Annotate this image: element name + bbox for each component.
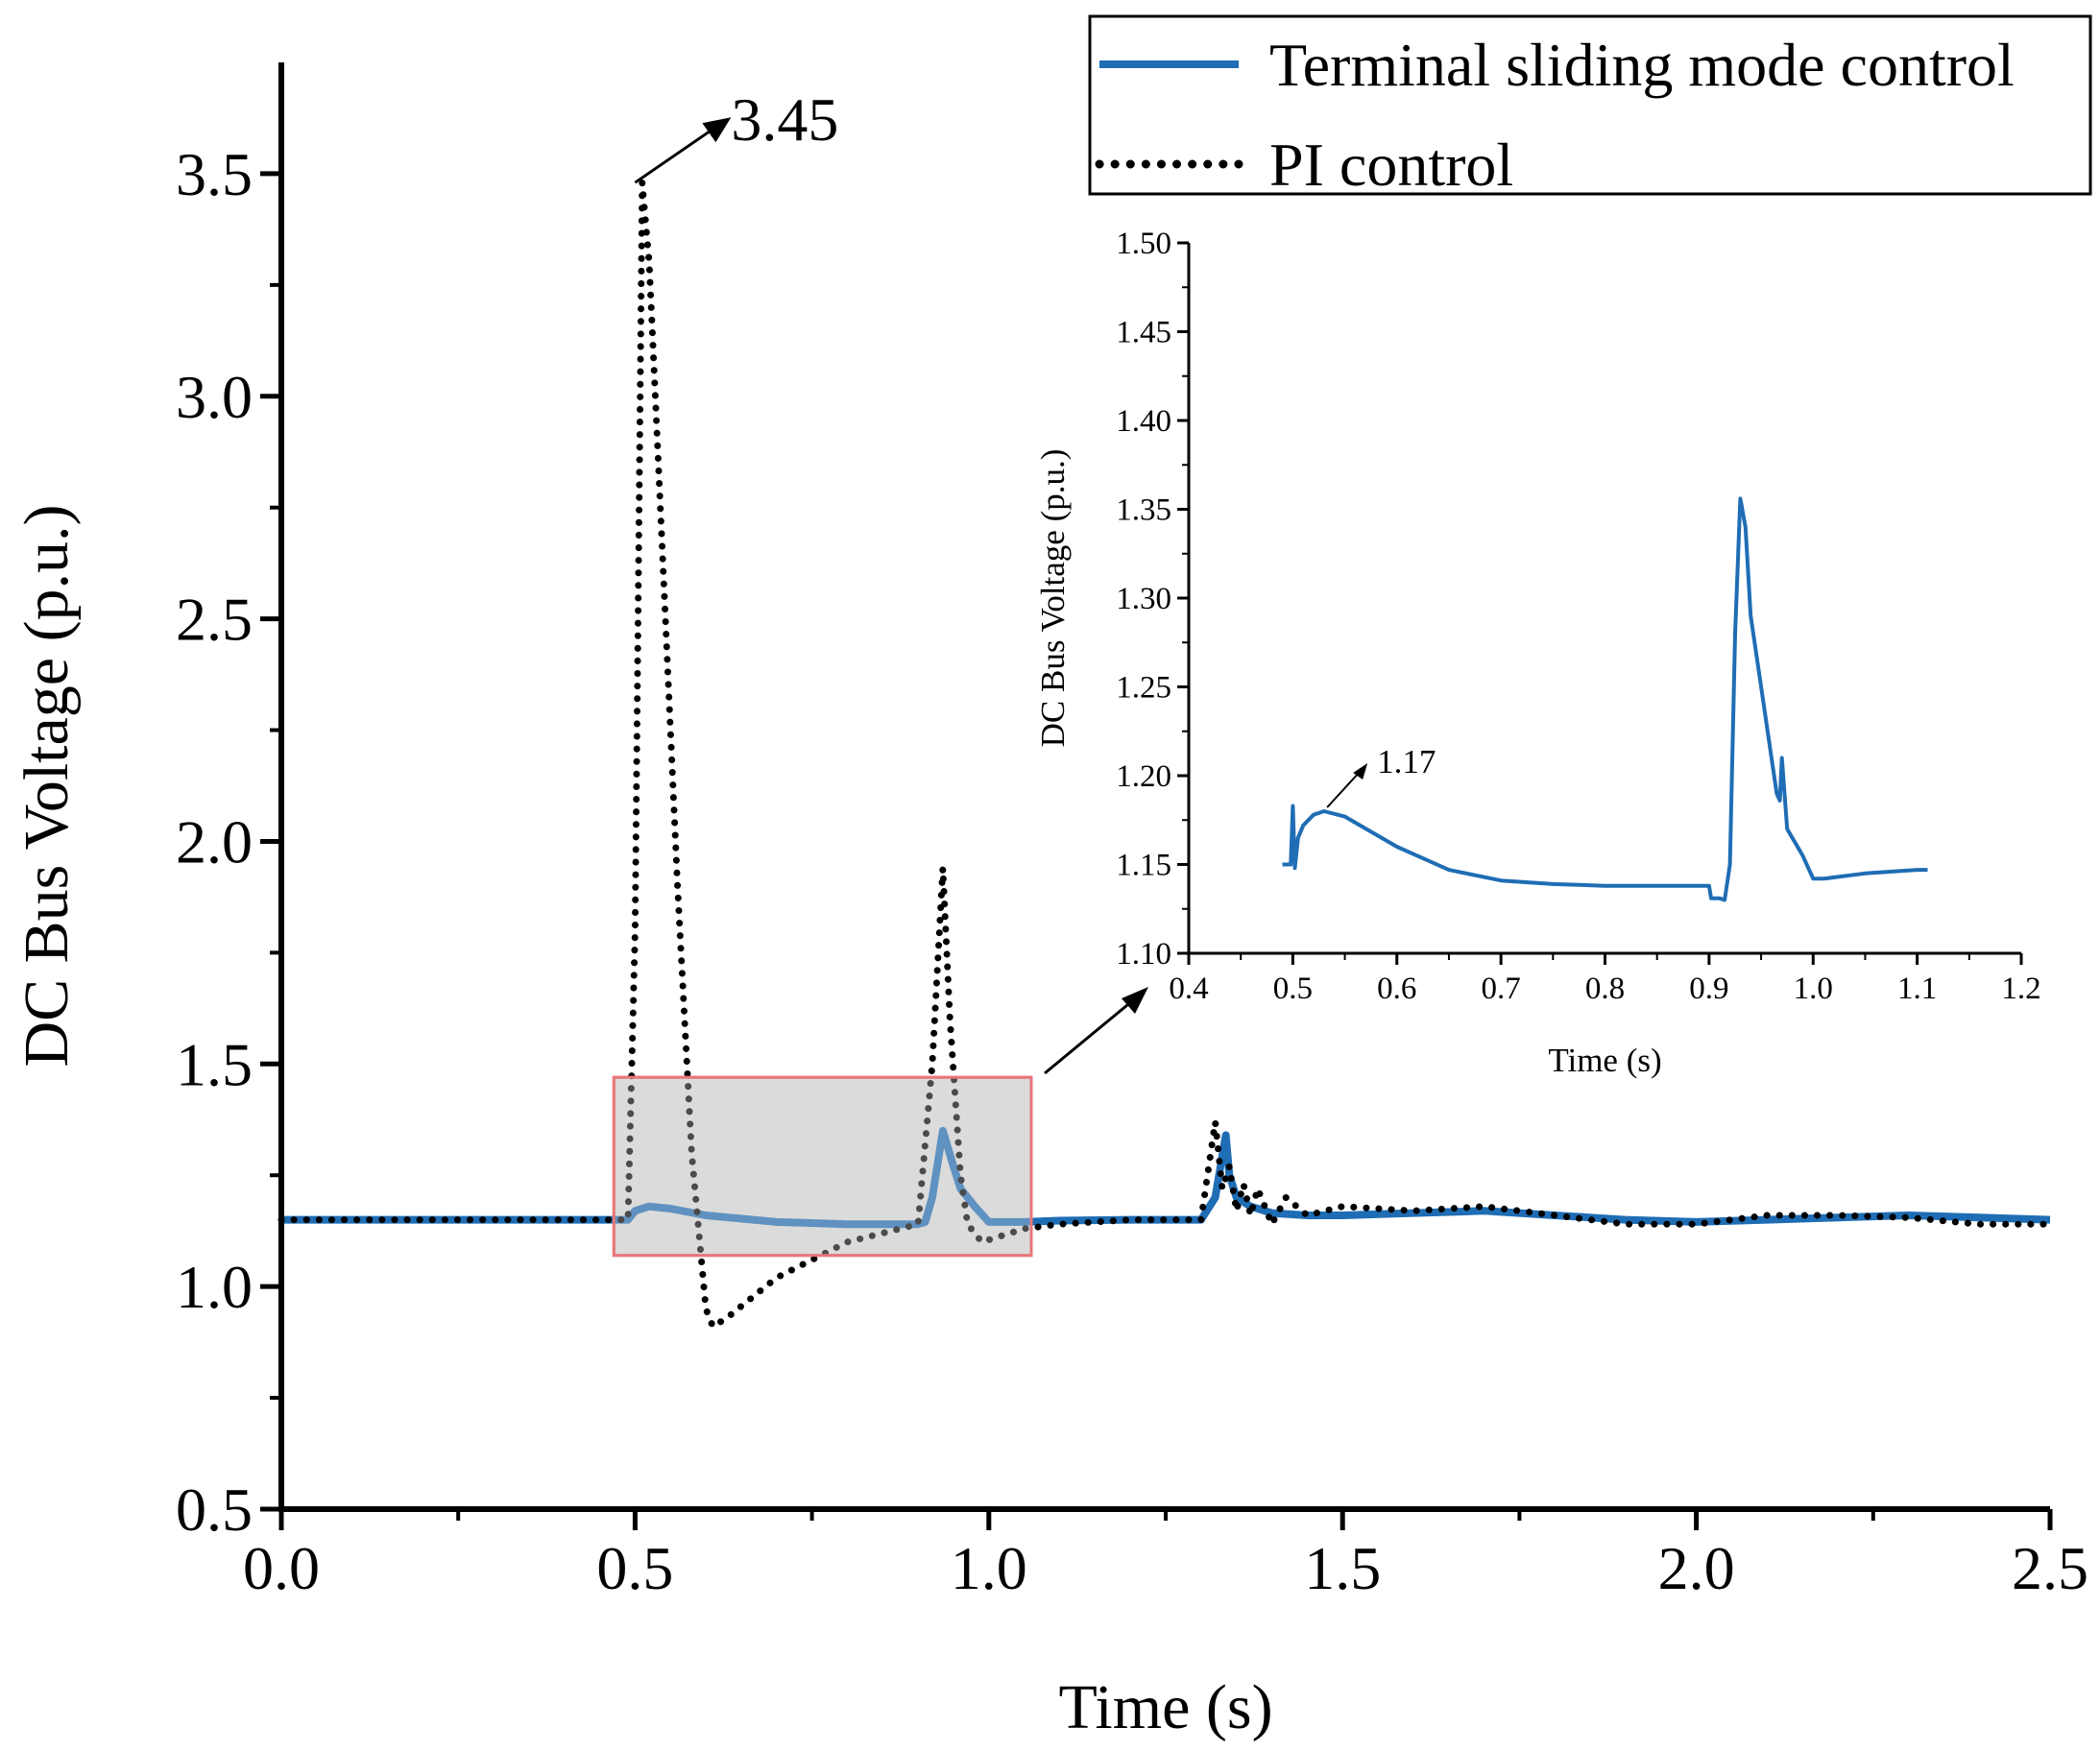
x-tick-label: 2.0: [1658, 1534, 1735, 1602]
inset-annotation-label: 1.17: [1377, 743, 1436, 780]
y-axis-label: DC Bus Voltage (p.u.): [12, 504, 82, 1067]
main-annotation: 3.45: [634, 85, 838, 184]
legend-label: PI control: [1269, 131, 1513, 199]
inset-x-tick-label: 0.5: [1273, 972, 1313, 1006]
main-axes: 0.51.01.52.02.53.03.50.0 0.5 1.0 1.5 2.0 2.5T…: [12, 62, 2088, 1742]
connector-arrow-head: [1122, 987, 1148, 1014]
inset-y-tick-label: 1.45: [1116, 316, 1171, 350]
inset-y-axis-label: DC Bus Voltage (p.u.): [1034, 449, 1072, 748]
x-tick-label: 0.5: [596, 1534, 673, 1602]
x-tick-label: 1.5: [1304, 1534, 1381, 1602]
inset-y-tick-label: 1.10: [1116, 937, 1171, 972]
legend-box: [1088, 14, 2092, 196]
inset-annotation-arrow-line: [1326, 772, 1360, 808]
inset-y-tick-label: 1.30: [1116, 582, 1171, 616]
legend-label: Terminal sliding mode control: [1269, 31, 2015, 99]
annotation-arrow-line: [634, 128, 713, 184]
y-tick-label: 3.0: [176, 363, 253, 431]
y-tick-label: 0.5: [176, 1476, 253, 1544]
inset-y-tick-label: 1.50: [1116, 227, 1171, 261]
inset-y-tick-label: 1.40: [1116, 404, 1171, 439]
inset-y-tick-label: 1.25: [1116, 671, 1171, 706]
inset-x-tick-label: 1.2: [2001, 972, 2040, 1006]
inset-x-tick-label: 0.4: [1169, 972, 1208, 1006]
inset-y-tick-label: 1.15: [1116, 849, 1171, 883]
inset-series-line-terminal-sliding-mode: [1282, 496, 1928, 902]
x-tick-label: 2.5: [2012, 1534, 2088, 1602]
connector-line: [1044, 998, 1134, 1075]
x-axis-label: Time (s): [1058, 1672, 1272, 1742]
zoom-connector-arrow: [1044, 987, 1148, 1075]
y-tick-label: 1.0: [176, 1253, 253, 1321]
inset-x-tick-label: 0.7: [1482, 972, 1521, 1006]
inset-axes: 1.10 1.15 1.20 1.25 1.30 1.35 1.40 1.45 1.50 0.4 0…: [1034, 227, 2041, 1079]
series-line-pi-control: [278, 179, 2054, 1331]
inset-annotation-arrow-head: [1353, 763, 1368, 780]
main-series-group: [278, 179, 2054, 1331]
legend: Terminal sliding mode control PI control: [1088, 14, 2092, 199]
inset-x-tick-label: 1.0: [1794, 972, 1833, 1006]
x-tick-label: 1.0: [951, 1534, 1027, 1602]
x-tick-label: 0.0: [243, 1534, 320, 1602]
zoom-box-overlay: [612, 1075, 1033, 1258]
inset-series-group: [1282, 496, 1928, 902]
inset-x-axis-label: Time (s): [1548, 1042, 1661, 1079]
inset-y-tick-label: 1.35: [1116, 493, 1171, 528]
y-tick-label: 2.0: [176, 807, 253, 876]
inset-x-tick-label: 1.1: [1897, 972, 1937, 1006]
series-line-terminal-sliding-mode: [281, 1126, 2051, 1229]
annotation-arrow-head: [702, 117, 732, 143]
inset-x-tick-label: 0.6: [1377, 972, 1416, 1006]
y-tick-label: 3.5: [176, 140, 253, 208]
inset-annotation: 1.17: [1326, 743, 1436, 808]
annotation-label: 3.45: [731, 85, 838, 154]
inset-x-tick-label: 0.8: [1585, 972, 1625, 1006]
y-tick-label: 2.5: [176, 586, 253, 654]
y-tick-label: 1.5: [176, 1030, 253, 1098]
inset-y-tick-label: 1.20: [1116, 759, 1171, 794]
inset-x-tick-label: 0.9: [1689, 972, 1728, 1006]
